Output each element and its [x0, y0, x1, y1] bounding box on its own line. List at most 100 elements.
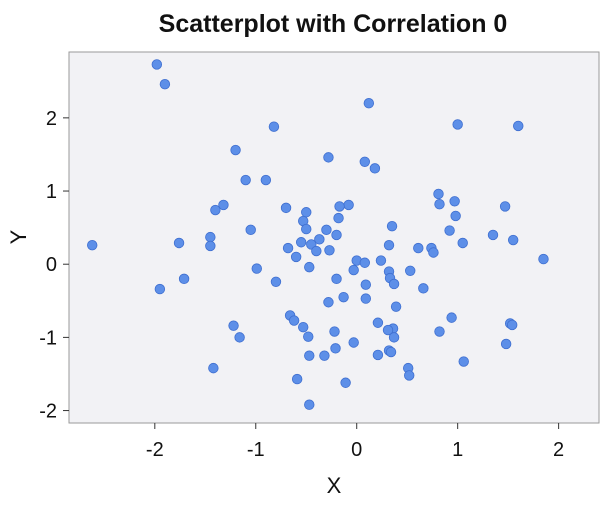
scatter-point: [385, 346, 397, 358]
x-tick-label: 2: [553, 439, 564, 461]
scatter-point: [311, 245, 322, 257]
scatter-point: [234, 332, 245, 343]
scatter-point: [87, 239, 98, 251]
scatter-point: [428, 247, 439, 258]
scatter-point: [340, 377, 351, 388]
scatter-point: [205, 231, 216, 243]
scatter-point: [372, 349, 384, 361]
scatter-point: [449, 196, 460, 207]
scatter-point: [390, 301, 402, 312]
y-axis: -2 -1 0 1 2: [39, 108, 69, 423]
scatter-point: [333, 212, 344, 224]
scatter-point: [452, 119, 463, 130]
scatter-point: [330, 343, 341, 354]
scatter-point: [372, 317, 384, 328]
scatter-point: [343, 199, 354, 211]
scatter-point: [321, 224, 332, 236]
y-axis-label: Y: [6, 229, 31, 244]
scatter-point: [154, 283, 166, 295]
scatter-point: [360, 293, 372, 304]
scatter-point: [304, 350, 315, 361]
scatter-point: [314, 234, 325, 245]
scatter-point: [282, 242, 294, 254]
scatter-point: [369, 163, 381, 174]
chart-title: Scatterplot with Correlation 0: [159, 10, 508, 38]
scatter-point: [245, 224, 256, 236]
scatter-point: [151, 59, 163, 70]
scatter-point: [413, 242, 424, 254]
scatter-point: [433, 188, 444, 200]
scatter-point: [506, 319, 518, 331]
scatter-point: [359, 156, 370, 167]
scatter-point: [386, 220, 398, 232]
scatter-point: [324, 245, 335, 256]
scatter-point: [251, 263, 262, 274]
scatter-point: [446, 312, 457, 323]
scatter-point: [348, 264, 359, 276]
scatter-point: [298, 321, 309, 333]
x-axis: -2 -1 0 1 2: [146, 423, 564, 461]
scatter-point: [173, 237, 185, 249]
scatter-point: [319, 350, 330, 361]
y-tick-label: 2: [46, 108, 57, 130]
scatter-point: [159, 78, 171, 90]
y-tick-label: 1: [46, 181, 57, 203]
scatter-point: [208, 362, 219, 374]
scatter-point: [458, 356, 469, 367]
scatter-point: [375, 255, 387, 266]
scatter-point: [260, 174, 272, 186]
y-tick-label: -2: [39, 401, 57, 423]
scatter-point: [450, 210, 461, 222]
scatter-point: [388, 332, 400, 343]
scatter-point: [359, 257, 370, 268]
scatter-point: [268, 121, 280, 132]
scatter-point: [388, 278, 400, 290]
scatter-point: [230, 144, 241, 156]
scatter-point: [338, 291, 349, 303]
scatter-point: [329, 326, 340, 337]
scatter-point: [538, 253, 549, 265]
x-tick-label: -1: [247, 439, 265, 461]
scatter-point: [301, 223, 312, 235]
scatter-point: [323, 297, 334, 308]
scatter-point: [331, 273, 342, 285]
scatter-point: [348, 337, 359, 348]
scatter-point: [457, 237, 468, 249]
x-tick-label: -2: [146, 439, 164, 461]
scatter-point: [434, 326, 445, 337]
scatter-point: [331, 229, 342, 241]
scatter-point: [382, 324, 394, 336]
scatter-point: [404, 370, 415, 381]
scatter-point: [228, 320, 239, 331]
scatter-point: [210, 204, 221, 216]
scatter-point: [487, 229, 499, 241]
x-axis-label: X: [327, 473, 342, 498]
scatter-point: [301, 207, 312, 218]
scatter-point: [500, 338, 512, 350]
scatter-point: [288, 315, 300, 326]
scatter-point: [323, 152, 334, 163]
scatter-point: [383, 239, 395, 251]
scatter-point: [280, 202, 292, 214]
scatter-point: [334, 201, 345, 212]
scatter-point: [205, 240, 216, 252]
data-points: [87, 59, 549, 410]
y-tick-label: 0: [46, 254, 57, 276]
scatter-point: [178, 273, 190, 285]
scatter-point: [444, 225, 455, 236]
scatter-point: [295, 237, 307, 248]
scatter-point: [499, 201, 511, 212]
scatter-point: [304, 399, 315, 410]
scatter-point: [363, 98, 375, 109]
scatter-point: [434, 199, 445, 210]
scatter-point: [303, 331, 314, 342]
scatter-point: [507, 234, 519, 246]
scatter-point: [290, 251, 302, 263]
scatter-point: [405, 265, 416, 276]
scatter-point: [270, 276, 282, 287]
y-tick-label: -1: [39, 327, 57, 349]
x-tick-label: 1: [452, 439, 463, 461]
scatter-point: [291, 373, 303, 385]
scatter-point: [240, 174, 251, 186]
scatter-point: [304, 261, 315, 273]
